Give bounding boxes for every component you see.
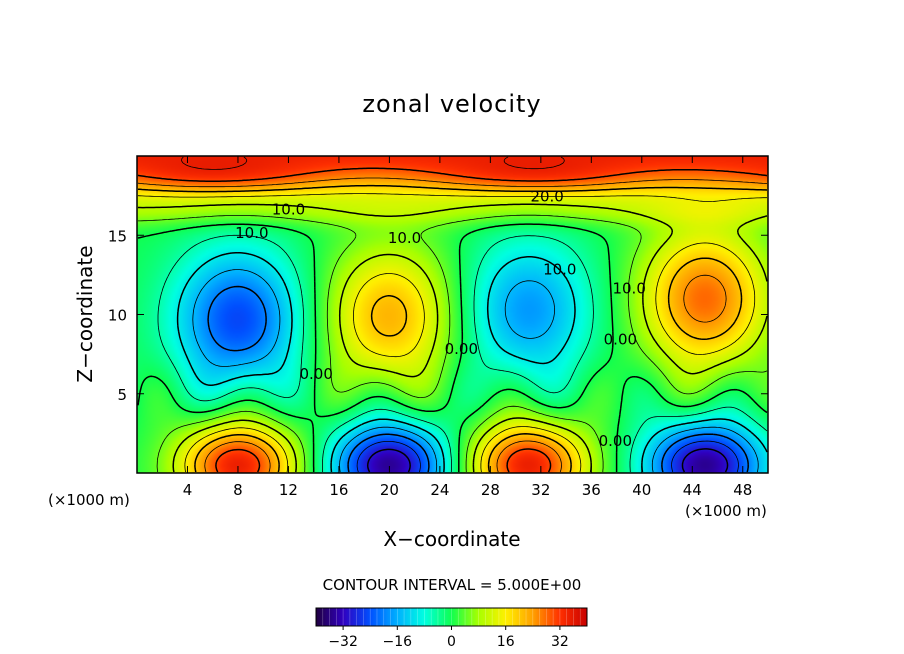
contour-label: 0.00 [604,330,637,348]
y-axis-ticks: 5 10 15 [108,227,768,404]
x-tick-label: 32 [531,481,550,499]
chart-title: zonal velocity [362,90,541,118]
contour-labels: 20.010.010.0 10.010.010.00.000.000.000.00 [235,188,646,450]
contour-label: 10.0 [388,229,421,247]
contour-label: 10.0 [612,280,645,298]
contour-label: 0.00 [300,365,333,383]
y-tick-label: 5 [117,386,127,404]
contour-line [137,177,768,473]
contour-interval-text: CONTOUR INTERVAL = 5.000E+00 [323,576,582,594]
colorbar-bands [322,608,581,626]
contour-line [207,285,749,473]
x-tick-label: 20 [380,481,399,499]
contour-line [137,193,767,473]
contour-lines [137,156,768,473]
contour-line [138,214,768,473]
contour-label: 20.0 [530,188,563,206]
x-tick-label: 44 [683,481,702,499]
x-tick-label: 8 [233,481,243,499]
contour-line [157,234,768,473]
colorbar-tick-label: 32 [551,634,569,650]
contour-line [137,184,768,473]
x-tick-label: 36 [582,481,601,499]
x-tick-label: 16 [329,481,348,499]
x-tick-label: 12 [279,481,298,499]
x-axis-label: X−coordinate [383,527,520,551]
y-axis-label: Z−coordinate [73,245,97,382]
colorbar-tick-label: 0 [447,634,456,650]
x-tick-label: 48 [733,481,752,499]
x-units-left: (×1000 m) [48,491,130,509]
plot-area: 20.010.010.0 10.010.010.00.000.000.000.00 [136,155,769,474]
colorbar-tick-label: −16 [383,634,413,650]
x-tick-label: 40 [632,481,651,499]
contour-line [356,440,739,473]
contour-line [176,251,768,473]
y-tick-label: 10 [108,307,127,325]
contour-label: 10.0 [235,224,268,242]
x-tick-label: 4 [183,481,193,499]
contour-line [137,223,768,472]
colorbar-ticks: −32 −16 0 16 32 [328,626,569,650]
x-tick-label: 28 [481,481,500,499]
x-tick-label: 24 [430,481,449,499]
y-tick-label: 15 [108,227,127,245]
contour-line [138,203,768,473]
x-units-right: (×1000 m) [685,502,767,520]
contour-line [192,269,759,473]
contour-line [181,156,565,170]
colorbar-gradient [316,608,587,626]
x-axis-ticks: 4 8 12 16 20 24 28 32 36 40 44 48 [183,156,752,499]
contour-line [137,167,768,473]
contour-line [366,448,729,473]
colorbar-tick-label: −32 [328,634,358,650]
contour-label: 0.00 [599,432,632,450]
contour-label: 10.0 [543,261,576,279]
colorbar: −32 −16 0 16 32 [315,607,588,650]
contour-label: 10.0 [272,200,305,218]
contour-label: 0.00 [445,340,478,358]
colorbar-tick-label: 16 [497,634,515,650]
